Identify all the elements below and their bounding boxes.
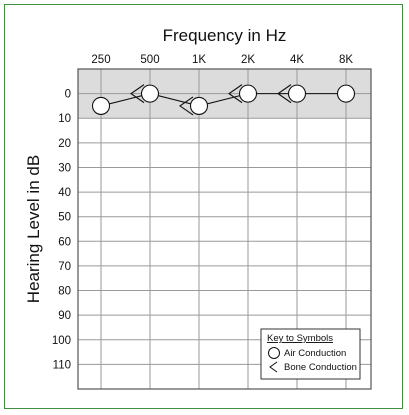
x-tick-label: 500 (140, 54, 159, 66)
x-tick-label: 4K (290, 54, 304, 66)
legend-title: Key to Symbols (267, 333, 333, 344)
y-tick-label: 80 (58, 286, 71, 298)
air-conduction-point (91, 96, 111, 115)
legend-item-air: Air Conduction (284, 348, 346, 359)
air-conduction-point (238, 84, 258, 103)
x-tick-label: 1K (192, 54, 206, 66)
bone-conduction-point (179, 96, 194, 116)
bone-conduction-point (228, 84, 243, 104)
y-tick-label: 60 (58, 236, 71, 248)
legend-item-bone: Bone Conduction (284, 362, 357, 373)
y-tick-label: 30 (58, 162, 71, 174)
legend-air-symbol (268, 347, 280, 359)
y-tick-label: 20 (58, 138, 71, 150)
x-tick-label: 2K (241, 54, 255, 66)
x-tick-label: 8K (339, 54, 353, 66)
air-conduction-point (287, 84, 307, 103)
air-conduction-point (336, 84, 356, 103)
bone-conduction-point (130, 84, 145, 104)
y-tick-label: 0 (65, 89, 71, 101)
plot-border (77, 68, 372, 390)
legend: Key to Symbols Air Conduction Bone Conduct… (260, 328, 361, 380)
chart-title: Frequency in Hz (162, 26, 287, 45)
legend-bone-symbol (269, 361, 278, 373)
figure-frame (4, 4, 403, 409)
y-tick-label: 40 (58, 187, 71, 199)
y-tick-label: 10 (58, 113, 71, 125)
y-tick-label: 70 (58, 261, 71, 273)
y-tick-label: 50 (58, 212, 71, 224)
air-conduction-point (140, 84, 160, 103)
y-tick-label: 100 (52, 335, 71, 347)
air-conduction-point (189, 96, 209, 115)
y-tick-label: 110 (53, 359, 71, 371)
y-tick-label: 90 (58, 310, 71, 322)
x-tick-label: 250 (91, 54, 110, 66)
